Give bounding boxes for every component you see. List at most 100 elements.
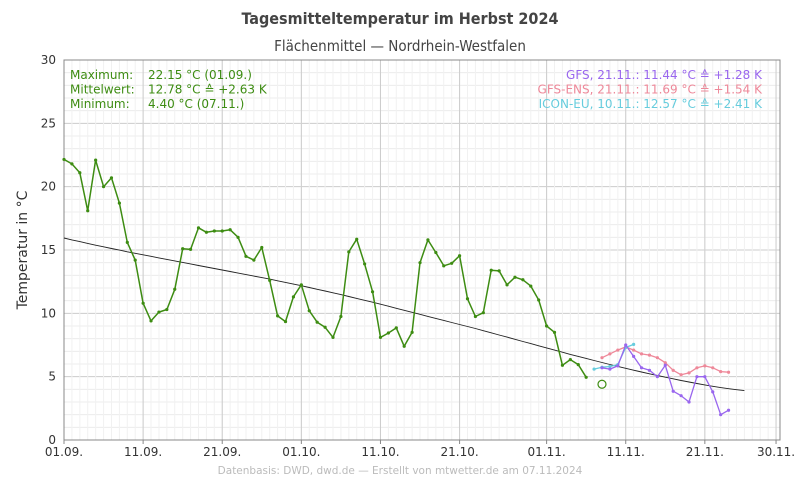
data-point-gfs-ens-21-11 (616, 348, 620, 352)
data-point-observed (568, 357, 572, 362)
data-point-observed (220, 229, 224, 233)
data-point-observed (434, 250, 438, 255)
data-point-observed (489, 268, 493, 272)
data-point-gfs-21-11 (719, 413, 723, 417)
minimum-marker (597, 379, 607, 389)
y-tick-label: 15 (41, 243, 56, 257)
forecast-legend-entry: GFS-ENS, 21.11.: 11.69 °C ≙ +1.54 K (538, 83, 764, 97)
data-point-icon-eu-10-11 (592, 367, 596, 371)
data-point-observed (339, 314, 343, 319)
y-tick-label: 5 (48, 370, 56, 384)
stats-label: Minimum: (70, 97, 130, 111)
data-point-observed (386, 331, 390, 335)
series-line-klimamittel (63, 237, 745, 392)
x-tick-label: 11.10. (361, 445, 399, 459)
data-point-observed (497, 269, 501, 273)
forecast-legend-entry: ICON-EU, 10.11.: 12.57 °C ≙ +2.41 K (539, 97, 764, 111)
data-point-observed (204, 230, 209, 234)
data-point-observed (521, 278, 525, 282)
data-point-gfs-21-11 (703, 375, 707, 379)
data-point-observed (141, 301, 145, 305)
plot-frame (63, 59, 781, 441)
stats-legend: Maximum: 22.15 °C (01.09.) Mittelwert: 12.7… (70, 68, 268, 111)
data-point-gfs-ens-21-11 (608, 352, 612, 356)
x-axis-ticks: 01.09. 11.09. 21.09. 01.10. 11.10. 21.10. 01.1… (45, 440, 795, 459)
data-point-observed (347, 250, 351, 254)
data-point-observed (117, 201, 121, 205)
data-point-gfs-21-11 (687, 400, 691, 404)
stats-label: Maximum: (70, 68, 133, 82)
data-point-observed (315, 320, 319, 324)
data-point-observed (94, 158, 98, 162)
data-point-observed (236, 235, 240, 239)
y-tick-label: 25 (41, 116, 56, 130)
data-point-observed (442, 264, 446, 268)
data-point-observed (331, 335, 335, 339)
x-tick-label: 21.11. (686, 445, 724, 459)
data-point-gfs-ens-21-11 (663, 361, 667, 365)
stats-label: Mittelwert: (70, 83, 135, 97)
data-point-observed (370, 290, 375, 294)
data-point-observed (188, 247, 193, 251)
data-point-observed (473, 314, 478, 319)
data-point-gfs-ens-21-11 (679, 373, 683, 377)
data-point-observed (125, 240, 129, 244)
data-point-observed (291, 295, 296, 299)
data-point-gfs-ens-21-11 (711, 366, 715, 370)
data-point-observed (457, 254, 462, 258)
x-tick-label: 30.11. (757, 445, 795, 459)
data-point-gfs-ens-21-11 (639, 352, 644, 356)
data-point-observed (307, 309, 311, 313)
data-point-gfs-21-11 (695, 375, 699, 379)
data-point-observed (426, 238, 430, 242)
grid (63, 59, 780, 441)
data-point-observed (513, 275, 517, 279)
data-point-observed (283, 319, 288, 324)
data-point-observed (576, 363, 580, 367)
data-point-gfs-ens-21-11 (703, 364, 707, 368)
x-tick-label: 21.10. (440, 445, 478, 459)
stats-value: 22.15 °C (01.09.) (148, 68, 252, 82)
data-point-observed (378, 335, 383, 339)
data-point-gfs-21-11 (679, 394, 683, 398)
data-point-gfs-ens-21-11 (695, 366, 699, 370)
x-tick-label: 11.09. (124, 445, 162, 459)
data-point-gfs-21-11 (624, 343, 628, 347)
y-tick-label: 20 (41, 180, 56, 194)
data-point-observed (276, 314, 280, 318)
x-tick-label: 11.11. (607, 445, 645, 459)
y-axis-ticks: 0 5 10 15 20 25 30 (41, 53, 56, 447)
data-point-gfs-21-11 (655, 375, 659, 379)
data-point-observed (62, 157, 66, 162)
data-point-icon-eu-10-11 (608, 364, 612, 369)
footer-credit: Datenbasis: DWD, dwd.de — Erstellt von m… (218, 465, 583, 477)
data-point-gfs-ens-21-11 (726, 370, 731, 374)
data-point-gfs-21-11 (632, 354, 636, 358)
data-point-observed (70, 162, 74, 166)
data-point-observed (157, 310, 161, 314)
chart-title: Tagesmitteltemperatur im Herbst 2024 (242, 9, 559, 28)
x-tick-label: 21.09. (203, 445, 241, 459)
data-point-observed (545, 324, 549, 328)
data-point-gfs-ens-21-11 (719, 370, 723, 374)
stats-value: 4.40 °C (07.11.) (148, 97, 244, 111)
data-point-icon-eu-10-11 (632, 342, 636, 346)
data-point-gfs-21-11 (647, 368, 652, 372)
data-point-observed (268, 278, 272, 282)
data-point-observed (505, 283, 509, 287)
data-point-observed (101, 185, 106, 189)
y-axis-label: Temperatur in °C (15, 190, 31, 310)
data-point-observed (133, 258, 137, 262)
y-tick-label: 0 (48, 433, 56, 447)
data-point-gfs-ens-21-11 (632, 348, 636, 352)
series (62, 157, 745, 417)
forecast-legend: GFS, 21.11.: 11.44 °C ≙ +1.28 KGFS-ENS, … (538, 68, 764, 111)
data-point-observed (560, 363, 565, 367)
data-point-observed (299, 283, 303, 287)
data-point-observed (244, 254, 248, 258)
data-point-observed (584, 375, 588, 379)
data-point-gfs-21-11 (663, 363, 667, 367)
data-point-gfs-21-11 (639, 366, 644, 370)
data-point-observed (212, 229, 216, 233)
